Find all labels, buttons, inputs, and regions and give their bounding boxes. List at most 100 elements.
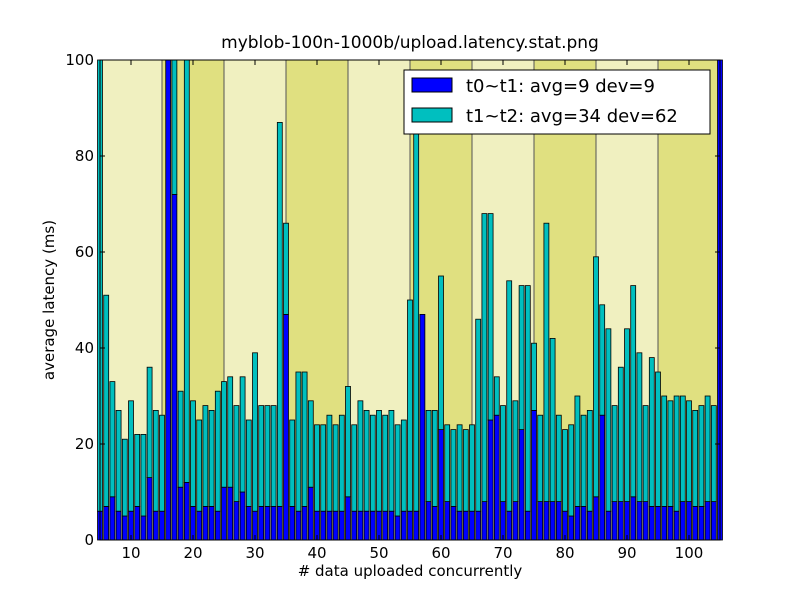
bar-t1-t2	[524, 285, 531, 512]
bar-t0-t1	[301, 505, 308, 541]
bar-t1-t2	[636, 352, 643, 502]
bar-t1-t2	[692, 409, 699, 507]
bar-t0-t1	[152, 510, 159, 541]
bar-t1-t2	[289, 419, 296, 507]
bar-t1-t2	[617, 366, 624, 503]
bar-t1-t2	[586, 409, 593, 512]
bar-t1-t2	[593, 256, 599, 498]
bar-t1-t2	[314, 424, 320, 512]
bar-t0-t1	[134, 505, 141, 541]
bar-t0-t1	[549, 501, 556, 541]
bar-t1-t2	[128, 400, 134, 512]
bar-t0-t1	[518, 429, 525, 541]
bar-t0-t1	[103, 505, 110, 541]
bar-t0-t1	[221, 486, 227, 541]
bar-t1-t2	[493, 376, 500, 416]
bar-t0-t1	[146, 477, 153, 541]
bar-t0-t1	[611, 501, 618, 541]
bar-t1-t2	[518, 285, 525, 431]
bar-t0-t1	[183, 481, 190, 541]
bar-t0-t1	[431, 505, 438, 541]
bar-t0-t1	[227, 486, 234, 541]
bar-t1-t2	[531, 342, 537, 411]
bar-t0-t1	[196, 510, 203, 541]
bar-t0-t1	[338, 510, 345, 541]
bar-t1-t2	[500, 405, 506, 503]
bar-t0-t1	[276, 505, 283, 541]
legend-label-t1-t2: t1~t2: avg=34 dev=62	[466, 106, 678, 127]
bar-t0-t1	[190, 505, 196, 541]
bar-t1-t2	[363, 409, 370, 512]
bar-t0-t1	[630, 496, 637, 541]
bar-t0-t1	[586, 510, 593, 541]
bar-t0-t1	[289, 505, 296, 541]
x-tick-label: 40	[307, 544, 326, 562]
bar-t0-t1	[283, 313, 289, 541]
chart-title: myblob-100n-1000b/upload.latency.stat.pn…	[221, 33, 599, 53]
bar-t1-t2	[537, 414, 544, 503]
bar-t1-t2	[438, 275, 444, 431]
bar-t1-t2	[382, 414, 389, 512]
bar-t1-t2	[357, 400, 364, 512]
y-tick-label: 100	[65, 51, 94, 69]
bar-t0-t1	[121, 515, 128, 541]
bar-t1-t2	[580, 414, 587, 507]
x-tick-label: 90	[617, 544, 636, 562]
bar-t1-t2	[252, 352, 258, 512]
bar-t0-t1	[568, 515, 575, 541]
bar-t0-t1	[593, 496, 599, 541]
bar-t1-t2	[295, 371, 302, 512]
bar-t1-t2	[394, 424, 401, 517]
bar-t1-t2	[146, 366, 153, 479]
bar-t1-t2	[239, 376, 246, 493]
bar-t1-t2	[152, 409, 159, 512]
bar-t1-t2	[245, 419, 252, 507]
bar-t1-t2	[320, 424, 327, 512]
bar-t0-t1	[202, 505, 209, 541]
bar-t0-t1	[599, 414, 606, 541]
bar-t1-t2	[345, 385, 351, 498]
bar-t0-t1	[258, 505, 265, 541]
bar-t0-t1	[270, 505, 277, 541]
bar-t1-t2	[655, 371, 661, 507]
bar-t0-t1	[531, 409, 537, 541]
y-tick-label: 0	[84, 531, 94, 549]
x-tick-label: 30	[245, 544, 264, 562]
bar-t0-t1	[208, 505, 215, 541]
y-tick-label: 40	[75, 339, 94, 357]
bar-t0-t1	[394, 515, 401, 541]
bar-t1-t2	[109, 381, 116, 498]
bar-t1-t2	[648, 357, 655, 507]
bar-t1-t2	[140, 433, 147, 517]
bar-t0-t1	[704, 501, 711, 541]
bar-t0-t1	[648, 505, 655, 541]
bar-t1-t2	[190, 400, 196, 507]
bar-t0-t1	[382, 510, 389, 541]
bar-t1-t2	[183, 59, 190, 483]
bar-t1-t2	[369, 414, 376, 512]
bar-t1-t2	[481, 213, 488, 503]
bar-t0-t1	[605, 510, 612, 541]
bar-t0-t1	[487, 419, 494, 541]
bar-t1-t2	[661, 395, 668, 507]
y-tick-label: 60	[75, 243, 94, 261]
x-tick-label: 10	[121, 544, 140, 562]
bar-t0-t1	[171, 193, 178, 541]
bar-t1-t2	[233, 405, 240, 503]
bar-t0-t1	[363, 510, 370, 541]
x-tick-label: 80	[555, 544, 574, 562]
bar-t0-t1	[413, 510, 420, 541]
bar-t0-t1	[462, 510, 469, 541]
legend-swatch-t0-t1	[411, 77, 453, 93]
bar-t0-t1	[469, 510, 475, 541]
x-tick-label: 70	[493, 544, 512, 562]
bar-t1-t2	[134, 433, 141, 507]
x-tick-label: 50	[369, 544, 388, 562]
bar-t1-t2	[475, 318, 482, 512]
bar-t1-t2	[202, 405, 209, 507]
bar-t0-t1	[655, 505, 661, 541]
bar-t1-t2	[512, 400, 519, 502]
bar-t0-t1	[506, 510, 513, 541]
bar-t1-t2	[599, 304, 606, 416]
